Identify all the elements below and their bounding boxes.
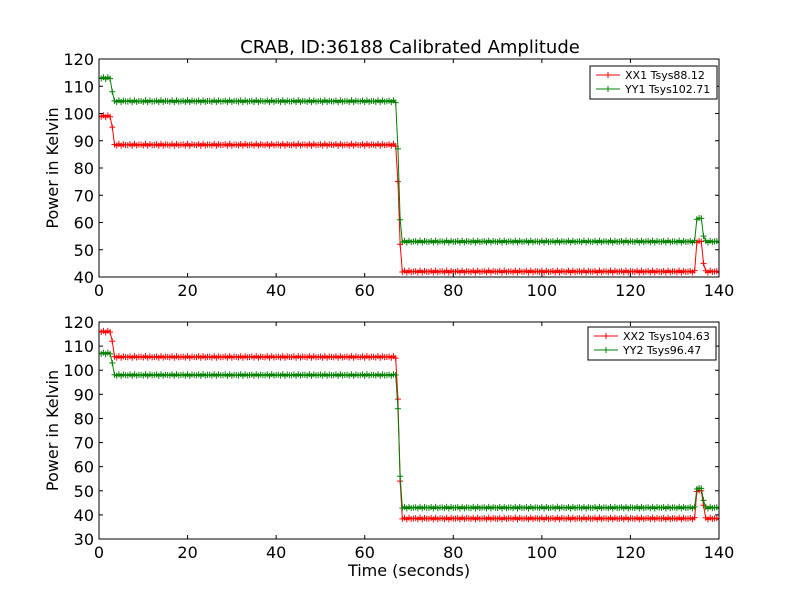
x-tick-label: 80 [443,543,463,562]
data-point [698,215,705,222]
data-point [109,359,116,366]
data-point [394,178,401,185]
data-point [397,216,404,223]
y-tick-label: 50 [74,241,94,260]
legend-label: XX1 Tsys88.12 [625,69,705,82]
data-point [700,260,707,267]
data-point [691,503,698,510]
data-point [716,239,719,246]
x-tick-label: 120 [615,281,646,300]
legend-label: YY1 Tsys102.71 [624,83,710,96]
panels: 0 20 40 60 80 100 120 140 40 50 60 70 80 90 100 110 120 P… [43,50,734,580]
data-point [716,505,719,512]
x-tick-label: 20 [177,281,197,300]
series-2 [99,74,719,246]
y-tick-label: 120 [63,50,94,69]
x-tick-label: 0 [94,543,104,562]
y-tick-label: 100 [63,361,94,380]
data-point [716,516,719,523]
legend-box [587,326,717,361]
data-point [397,473,404,480]
data-point [107,350,114,357]
data-point [394,145,401,152]
data-point [394,396,401,403]
y-tick-label: 50 [74,482,94,501]
x-tick-label: 0 [94,281,104,300]
y-tick-label: 70 [74,186,94,205]
y-tick-label: 90 [74,385,94,404]
data-point [698,485,705,492]
data-point [109,124,116,131]
plot-frame [98,321,720,540]
x-tick-label: 140 [704,281,735,300]
data-point [691,514,698,521]
y-tick-label: 60 [74,458,94,477]
legend-box [589,65,718,100]
data-point [107,113,114,120]
x-tick-label: 60 [355,281,375,300]
legend-label: XX2 Tsys104.63 [623,330,710,343]
y-tick-label: 120 [63,313,94,332]
y-tick-label: 40 [74,506,94,525]
data-point [394,405,401,412]
series-1 [99,112,719,276]
chart-panel-1: 0 20 40 60 80 100 120 140 40 50 60 70 80 90 100 110 120 P… [43,50,734,300]
legend-marker [605,72,611,78]
legend-marker [605,86,611,92]
x-tick-label: 60 [355,543,375,562]
y-tick-label: 90 [74,132,94,151]
data-point [392,372,399,379]
data-point [107,75,114,82]
x-tick-label: 80 [443,281,463,300]
series-1 [99,327,719,523]
y-tick-label: 80 [74,409,94,428]
x-tick-label: 100 [527,281,558,300]
y-tick-label: 100 [63,105,94,124]
data-point [700,497,707,504]
y-tick-label: 80 [74,159,94,178]
x-tick-label: 20 [177,543,197,562]
y-tick-label: 40 [74,268,94,287]
data-point [700,233,707,240]
x-tick-label: 100 [527,543,558,562]
y-tick-label: 70 [74,434,94,453]
data-point [716,269,719,276]
y-tick-label: 30 [74,530,94,549]
x-tick-label: 140 [704,543,735,562]
plot-area [99,74,719,276]
y-axis-label: Power in Kelvin [43,370,62,491]
legend-marker [603,333,609,339]
data-point [698,238,705,245]
data-point [107,329,114,336]
x-tick-label: 40 [266,281,286,300]
legend-marker [603,347,609,353]
legend-label: YY2 Tsys96.47 [622,344,701,357]
plot-area [99,327,719,523]
x-tick-label: 120 [615,543,646,562]
y-tick-label: 110 [63,77,94,96]
x-tick-label: 40 [266,543,286,562]
data-point [392,99,399,106]
series-2 [99,349,719,512]
chart-panel-2: 0 20 40 60 80 100 120 140 30 40 50 60 70 80 90 100 110 12… [43,313,734,580]
chart-title: CRAB, ID:36188 Calibrated Amplitude [240,37,580,58]
data-point [691,237,698,244]
data-point [109,88,116,95]
y-axis-label: Power in Kelvin [43,107,62,228]
x-axis-label: Time (seconds) [347,561,470,580]
data-point [691,267,698,274]
y-tick-label: 110 [63,337,94,356]
y-tick-label: 60 [74,214,94,233]
data-point [109,338,116,345]
data-point [392,355,399,362]
